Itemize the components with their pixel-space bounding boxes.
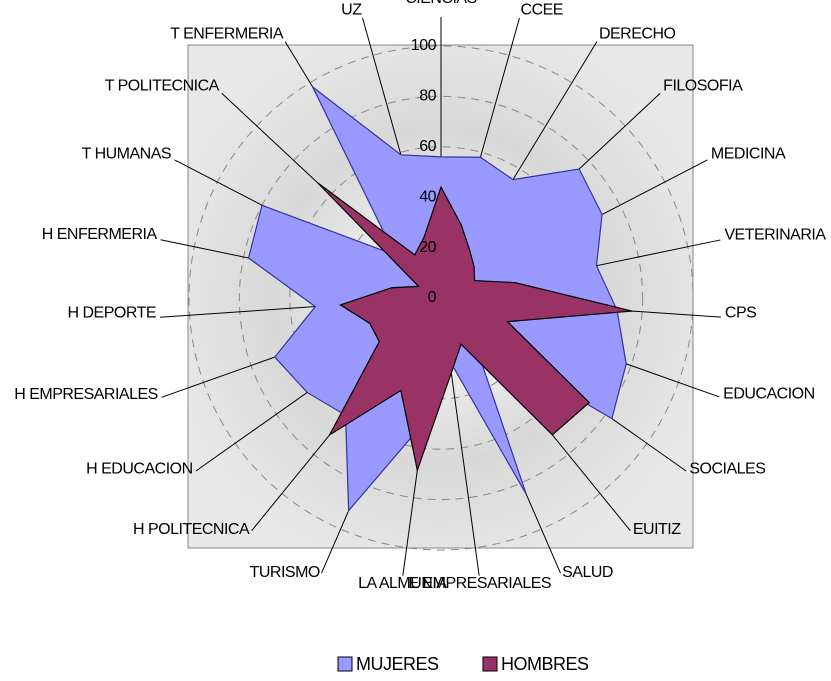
category-label: H EMPRESARIALES: [14, 386, 158, 403]
category-label: FILOSOFIA: [663, 78, 743, 95]
category-label: MEDICINA: [711, 145, 786, 162]
category-label: DERECHO: [599, 25, 676, 42]
legend-label: HOMBRES: [501, 654, 589, 674]
category-label: CCEE: [521, 1, 563, 18]
category-label: VETERINARIA: [724, 226, 826, 243]
y-tick-label: 0: [428, 289, 437, 306]
category-label: T ENFERMERIA: [170, 25, 284, 42]
category-label: TURISMO: [250, 564, 320, 581]
category-label: EUITIZ: [633, 521, 681, 538]
category-label: CPS: [725, 305, 756, 322]
y-tick-label: 40: [419, 188, 436, 205]
category-label: SOCIALES: [689, 461, 765, 478]
grid-circle: [238, 95, 644, 501]
category-label: E EMPRESARIALES: [408, 575, 551, 592]
legend-swatch: [482, 656, 498, 672]
category-label: CIENCIAS: [405, 0, 477, 7]
radar-area: [317, 182, 633, 473]
y-tick-label: 20: [419, 239, 436, 256]
category-label: H ENFERMERIA: [42, 226, 158, 243]
y-tick-label: 60: [419, 138, 436, 155]
grid-circle: [188, 45, 694, 551]
y-tick-label: 80: [419, 88, 436, 105]
category-label: UZ: [341, 1, 362, 18]
legend-label: MUJERES: [356, 654, 439, 674]
category-label: LA ALMUNIA: [358, 575, 447, 592]
legend-swatch: [337, 656, 353, 672]
category-label: EDUCACION: [723, 385, 815, 402]
y-tick-label: 100: [411, 37, 437, 54]
category-label: T HUMANAS: [82, 145, 171, 162]
category-label: H POLITECNICA: [133, 521, 250, 538]
category-label: H EDUCACION: [86, 461, 193, 478]
category-label: H DEPORTE: [68, 305, 157, 322]
category-label: SALUD: [562, 564, 613, 581]
category-label: T POLITECNICA: [105, 78, 220, 95]
